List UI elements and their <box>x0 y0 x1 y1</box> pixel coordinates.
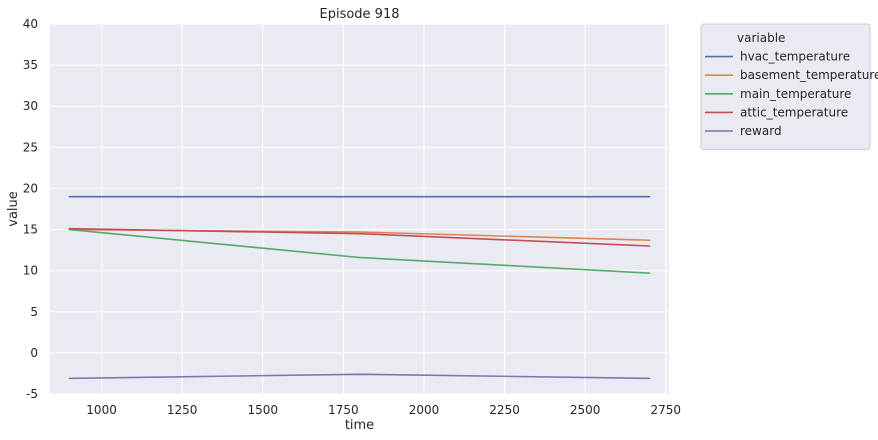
x-tick-label: 1250 <box>167 403 198 417</box>
x-tick-label: 2250 <box>489 403 520 417</box>
x-tick-label: 1500 <box>248 403 279 417</box>
legend-box <box>700 23 871 151</box>
y-axis-title: value <box>6 191 21 227</box>
y-tick-label: 35 <box>23 58 38 72</box>
x-tick-label: 2000 <box>409 403 440 417</box>
x-axis-title: time <box>345 418 374 433</box>
plot-area <box>50 24 669 394</box>
y-tick-label: 0 <box>30 346 38 360</box>
y-tick-label: -5 <box>26 387 38 401</box>
legend-label: reward <box>740 124 782 138</box>
x-axis-ticks: 1000 1250 1500 1750 2000 2250 2500 2750 <box>86 403 681 417</box>
y-tick-label: 10 <box>23 264 38 278</box>
legend-entries: hvac_temperature basement_temperaturemain… <box>705 50 878 138</box>
legend-label: attic_temperature <box>740 105 848 119</box>
y-tick-label: 20 <box>23 181 38 195</box>
legend-title: variable <box>737 31 785 45</box>
y-tick-label: 30 <box>23 99 38 113</box>
legend-label: basement_temperature <box>740 68 878 82</box>
legend: variable hvac_temperature basement_temper… <box>700 23 878 151</box>
series-line-main-temperature <box>68 228 651 274</box>
series-lines <box>68 195 651 380</box>
y-tick-label: 25 <box>23 140 38 154</box>
chart-title: Episode 918 <box>320 7 400 22</box>
y-tick-label: 40 <box>23 17 38 31</box>
legend-label: hvac_temperature <box>740 50 850 64</box>
series-line-attic-temperature <box>68 227 651 247</box>
series-line-reward <box>68 373 651 380</box>
x-tick-label: 2500 <box>570 403 601 417</box>
x-tick-label: 1000 <box>86 403 117 417</box>
legend-label: main_temperature <box>740 87 851 101</box>
grid <box>50 23 669 395</box>
x-tick-label: 2750 <box>651 403 682 417</box>
x-tick-label: 1750 <box>328 403 359 417</box>
y-tick-label: 15 <box>23 223 38 237</box>
y-tick-label: 5 <box>30 305 38 319</box>
y-axis-ticks: -5 0 5 10 15 20 25 30 35 40 <box>23 17 38 401</box>
